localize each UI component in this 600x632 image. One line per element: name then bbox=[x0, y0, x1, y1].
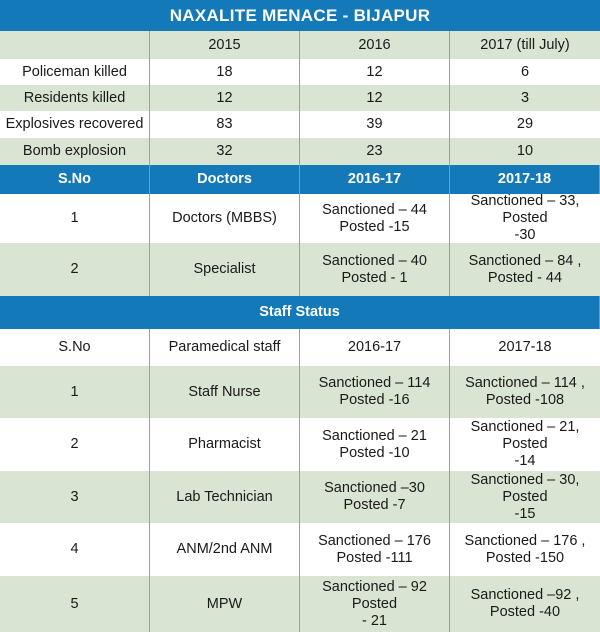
table-cell: 18 bbox=[150, 59, 300, 85]
staff-header-cell: S.No bbox=[0, 329, 150, 366]
table-cell: Sanctioned – 114 Posted -16 bbox=[300, 366, 450, 418]
table-row: 1 Staff Nurse Sanctioned – 114 Posted -1… bbox=[0, 366, 600, 418]
serial-cell: 5 bbox=[0, 576, 150, 632]
table-cell: Sanctioned – 176 Posted -111 bbox=[300, 523, 450, 576]
table-cell: 83 bbox=[150, 111, 300, 138]
table-cell: 32 bbox=[150, 138, 300, 165]
serial-cell: 1 bbox=[0, 366, 150, 418]
serial-cell: 1 bbox=[0, 194, 150, 243]
row-label: Explosives recovered bbox=[0, 111, 150, 138]
table-cell: Sanctioned – 92 Posted - 21 bbox=[300, 576, 450, 632]
table-cell: MPW bbox=[150, 576, 300, 632]
table-title-text: NAXALITE MENACE - BIJAPUR bbox=[169, 5, 431, 25]
table-cell: Lab Technician bbox=[150, 471, 300, 523]
table-cell: Doctors (MBBS) bbox=[150, 194, 300, 243]
row-label: Policeman killed bbox=[0, 59, 150, 85]
table-cell: Sanctioned – 21 Posted -10 bbox=[300, 418, 450, 471]
table-cell: 6 bbox=[520, 63, 530, 80]
table-cell: Staff Nurse bbox=[150, 366, 300, 418]
staff-header-cell: 2017-18 bbox=[498, 339, 552, 355]
row-label: Bomb explosion bbox=[0, 138, 150, 165]
table-cell: 12 bbox=[300, 85, 450, 111]
table-cell: Sanctioned –92 , Posted -40 bbox=[470, 587, 580, 620]
table-row: Explosives recovered 83 39 29 bbox=[0, 111, 600, 138]
staff-header-row: S.No Paramedical staff 2016-17 2017-18 bbox=[0, 329, 600, 366]
serial-cell: 3 bbox=[0, 471, 150, 523]
table-cell: 39 bbox=[300, 111, 450, 138]
table-cell: Sanctioned – 44 Posted -15 bbox=[300, 194, 450, 243]
table-cell: Sanctioned –30 Posted -7 bbox=[300, 471, 450, 523]
naxal-header-cell: 2015 bbox=[150, 31, 300, 59]
table-cell: Sanctioned – 84 , Posted - 44 bbox=[468, 252, 582, 286]
staff-header-cell: Paramedical staff bbox=[150, 329, 300, 366]
table-cell: Sanctioned – 30, Posted -15 bbox=[470, 471, 580, 522]
serial-cell: 2 bbox=[0, 243, 150, 296]
table-row: Residents killed 12 12 3 bbox=[0, 85, 600, 111]
staff-status-heading: Staff Status bbox=[0, 296, 600, 329]
table-row: 1 Doctors (MBBS) Sanctioned – 44 Posted … bbox=[0, 193, 600, 243]
table-row: 2 Pharmacist Sanctioned – 21 Posted -10 … bbox=[0, 418, 600, 471]
naxal-header-row: 2015 2016 2017 (till July) bbox=[0, 31, 600, 59]
table-row: 3 Lab Technician Sanctioned –30 Posted -… bbox=[0, 471, 600, 523]
table-row: 5 MPW Sanctioned – 92 Posted - 21 Sancti… bbox=[0, 576, 600, 632]
table-cell: 3 bbox=[520, 89, 530, 106]
table-cell: 12 bbox=[300, 59, 450, 85]
table-cell: Pharmacist bbox=[150, 418, 300, 471]
table-cell: Sanctioned – 176 , Posted -150 bbox=[464, 532, 586, 566]
naxal-header-cell: 2016 bbox=[300, 31, 450, 59]
table-cell: Sanctioned – 21, Posted -14 bbox=[470, 419, 580, 469]
table-title: NAXALITE MENACE - BIJAPUR bbox=[0, 0, 600, 31]
table-cell: Sanctioned – 114 , Posted -108 bbox=[465, 375, 585, 408]
table-row: Policeman killed 18 12 6 bbox=[0, 59, 600, 85]
table-cell: Specialist bbox=[150, 243, 300, 296]
table-cell: 23 bbox=[300, 138, 450, 165]
table-cell: ANM/2nd ANM bbox=[150, 523, 300, 576]
naxal-header-cell bbox=[0, 31, 150, 59]
doctors-header-cell: S.No bbox=[0, 165, 150, 194]
table-row: 2 Specialist Sanctioned – 40 Posted - 1 … bbox=[0, 243, 600, 296]
table-cell: Sanctioned – 33, Posted -30 bbox=[470, 193, 580, 243]
row-label: Residents killed bbox=[0, 85, 150, 111]
staff-status-row: Staff Status bbox=[0, 296, 600, 329]
doctors-header-cell: 2017-18 bbox=[450, 165, 600, 194]
doctors-header-cell: Doctors bbox=[150, 165, 300, 194]
table-cell: 12 bbox=[150, 85, 300, 111]
table-cell: 10 bbox=[516, 143, 534, 159]
table-row: Bomb explosion 32 23 10 bbox=[0, 138, 600, 165]
table-row: 4 ANM/2nd ANM Sanctioned – 176 Posted -1… bbox=[0, 523, 600, 576]
naxal-header-cell: 2017 (till July) bbox=[480, 36, 570, 53]
serial-cell: 4 bbox=[0, 523, 150, 576]
serial-cell: 2 bbox=[0, 418, 150, 471]
doctors-header-row: S.No Doctors 2016-17 2017-18 bbox=[0, 165, 600, 194]
staff-header-cell: 2016-17 bbox=[300, 329, 450, 366]
table-cell: 29 bbox=[516, 116, 534, 132]
doctors-header-cell: 2016-17 bbox=[300, 165, 450, 194]
table-cell: Sanctioned – 40 Posted - 1 bbox=[300, 243, 450, 296]
